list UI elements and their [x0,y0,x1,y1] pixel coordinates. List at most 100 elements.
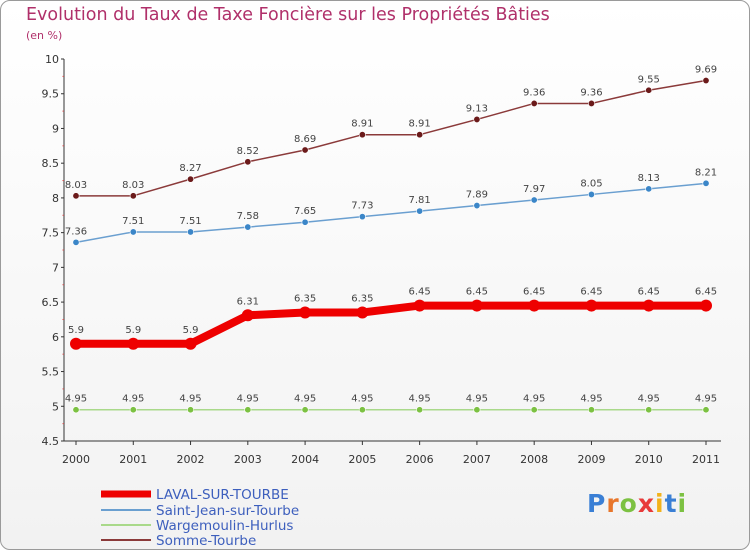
data-point [587,190,595,198]
data-label: 8.03 [122,180,144,191]
x-tick-label: 2008 [520,453,548,466]
data-point [413,299,426,312]
data-label: 4.95 [695,394,717,405]
data-point [530,99,538,107]
x-tick-label: 2002 [177,453,205,466]
data-label: 9.55 [638,74,660,85]
data-label: 9.69 [695,65,717,76]
data-point [187,406,195,414]
data-point [241,309,254,322]
data-label: 4.95 [580,394,602,405]
y-tick-label: 10 [45,53,59,66]
proxiti-logo: Proxiti [587,489,687,518]
data-label: 6.31 [237,296,259,307]
legend-label: Saint-Jean-sur-Tourbe [156,503,299,519]
data-point [530,196,538,204]
data-label: 8.21 [695,167,717,178]
x-tick-label: 2011 [692,453,720,466]
data-label: 6.45 [638,287,660,298]
y-tick-label: 7.5 [42,227,60,240]
data-point [642,299,655,312]
y-tick-label: 4.5 [42,435,60,448]
data-point [702,179,710,187]
data-label: 8.91 [351,119,373,130]
data-label: 4.95 [65,394,87,405]
chart-subtitle: (en %) [26,29,63,42]
data-label: 8.03 [65,180,87,191]
data-label: 8.27 [179,163,201,174]
data-point [301,406,309,414]
data-point [299,306,312,319]
x-tick-label: 2005 [348,453,376,466]
data-label: 8.91 [409,119,431,130]
x-tick-label: 2000 [62,453,90,466]
x-tick-label: 2001 [119,453,147,466]
y-tick-label: 8 [52,192,59,205]
data-label: 7.89 [466,190,488,201]
x-tick-label: 2006 [406,453,434,466]
y-tick-label: 8.5 [42,157,60,170]
data-label: 4.95 [466,394,488,405]
data-point [72,238,80,246]
data-label: 8.05 [580,178,602,189]
data-label: 8.69 [294,134,316,145]
y-tick-label: 5 [52,400,59,413]
data-label: 9.13 [466,103,488,114]
data-point [530,406,538,414]
logo-letter: r [606,489,620,518]
x-tick-label: 2004 [291,453,319,466]
y-tick-label: 6 [52,331,59,344]
data-point [70,337,82,350]
data-label: 7.58 [237,211,259,222]
data-label: 5.9 [125,325,141,336]
data-point [129,406,137,414]
data-label: 6.45 [580,287,602,298]
data-point [356,306,369,319]
logo-letter: i [677,489,688,518]
data-point [127,337,140,350]
data-point [358,213,366,221]
data-label: 7.73 [351,201,373,212]
data-label: 8.52 [237,146,259,157]
y-tick-label: 9 [52,122,59,135]
data-label: 6.45 [695,287,717,298]
data-label: 6.35 [294,294,316,305]
data-label: 4.95 [122,394,144,405]
data-point [700,299,712,312]
data-point [184,337,197,350]
y-tick-label: 9.5 [42,88,60,101]
x-tick-label: 2009 [577,453,605,466]
y-tick-label: 5.5 [42,366,60,379]
data-point [645,185,653,193]
data-point [129,228,137,236]
data-label: 6.35 [351,294,373,305]
data-point [358,406,366,414]
data-point [72,406,80,414]
x-tick-label: 2010 [635,453,663,466]
data-point [187,228,195,236]
logo-letter: P [587,489,607,518]
data-label: 7.81 [409,195,431,206]
data-label: 4.95 [351,394,373,405]
logo-letter: o [619,489,638,518]
data-point [416,406,424,414]
data-point [187,175,195,183]
data-point [645,406,653,414]
data-point [416,131,424,139]
data-point [473,202,481,210]
data-label: 4.95 [523,394,545,405]
data-point [416,207,424,215]
series-line-1 [75,182,707,244]
x-tick-label: 2003 [234,453,262,466]
data-label: 6.45 [523,287,545,298]
data-label: 6.45 [409,287,431,298]
data-label: 6.45 [466,287,488,298]
data-label: 7.97 [523,184,545,195]
data-label: 9.36 [580,87,602,98]
data-point [473,115,481,123]
data-label: 7.51 [122,216,144,227]
data-point [528,299,541,312]
data-label: 4.95 [294,394,316,405]
